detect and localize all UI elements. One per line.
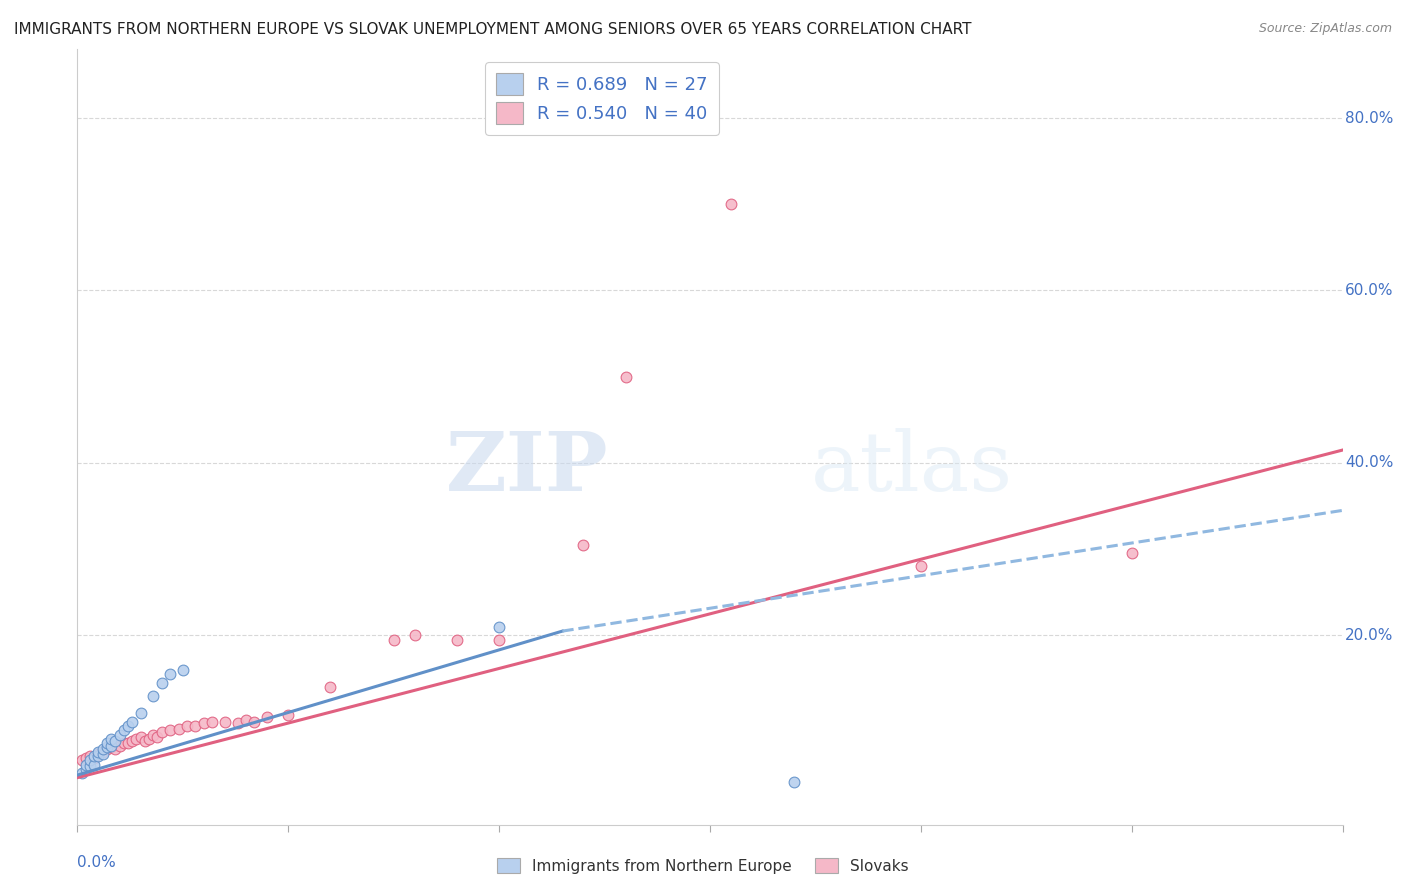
Point (125, 731, 148, 746)
Point (382, 632, 405, 647)
Point (256, 710, 278, 724)
Point (277, 707, 299, 722)
Point (404, 628, 426, 642)
Point (79, 749, 101, 764)
Point (79, 759, 101, 773)
Point (108, 728, 131, 742)
Text: Source: ZipAtlas.com: Source: ZipAtlas.com (1258, 22, 1392, 36)
Text: IMMIGRANTS FROM NORTHERN EUROPE VS SLOVAK UNEMPLOYMENT AMONG SENIORS OVER 65 YEA: IMMIGRANTS FROM NORTHERN EUROPE VS SLOVA… (14, 22, 972, 37)
Point (488, 620, 510, 634)
Point (214, 714, 236, 729)
Legend: Immigrants from Northern Europe, Slovaks: Immigrants from Northern Europe, Slovaks (491, 852, 915, 880)
Point (243, 714, 266, 729)
Point (75, 751, 97, 765)
Point (100, 740, 122, 755)
Point (87, 745, 110, 759)
Point (87, 747, 110, 762)
Point (91, 742, 114, 756)
Point (134, 733, 156, 747)
Point (96, 736, 118, 750)
Point (159, 667, 181, 681)
Point (235, 713, 257, 727)
Point (87, 749, 110, 764)
Point (193, 716, 215, 731)
Point (176, 719, 198, 733)
Point (1121, 546, 1143, 561)
Point (117, 719, 139, 733)
Point (172, 663, 194, 677)
Point (121, 733, 143, 747)
Point (138, 731, 160, 746)
Point (91, 745, 114, 759)
Point (226, 716, 249, 731)
Point (83, 749, 105, 764)
Legend: R = 0.689   N = 27, R = 0.540   N = 40: R = 0.689 N = 27, R = 0.540 N = 40 (485, 62, 718, 135)
Point (720, 197, 742, 211)
Point (117, 736, 139, 750)
Point (184, 719, 207, 733)
Point (150, 725, 173, 739)
Point (75, 757, 97, 772)
Point (150, 676, 173, 690)
Point (572, 538, 595, 552)
Point (112, 736, 135, 750)
Point (488, 632, 510, 647)
Text: 60.0%: 60.0% (1346, 283, 1393, 298)
Point (104, 733, 127, 747)
Point (910, 559, 932, 574)
Text: 40.0%: 40.0% (1346, 456, 1393, 470)
Point (96, 742, 118, 756)
Text: 0.0%: 0.0% (77, 855, 117, 870)
Point (142, 728, 165, 742)
Point (121, 714, 143, 729)
Text: 80.0%: 80.0% (1346, 111, 1393, 126)
Point (783, 775, 806, 789)
Point (146, 730, 169, 744)
Point (129, 706, 152, 720)
Point (167, 722, 190, 736)
Text: 20.0%: 20.0% (1346, 628, 1393, 643)
Point (79, 753, 101, 767)
Point (446, 632, 468, 647)
Text: atlas: atlas (811, 428, 1014, 508)
Point (319, 680, 342, 694)
Point (112, 723, 135, 738)
Point (104, 742, 127, 756)
Point (201, 714, 224, 729)
Point (70, 766, 93, 780)
Point (129, 730, 152, 744)
Text: ZIP: ZIP (446, 428, 609, 508)
Point (83, 751, 105, 765)
Point (100, 739, 122, 753)
Point (142, 689, 165, 703)
Point (83, 757, 105, 772)
Point (159, 723, 181, 738)
Point (614, 369, 637, 384)
Point (108, 739, 131, 753)
Point (96, 740, 118, 755)
Point (75, 762, 97, 776)
Point (91, 747, 114, 762)
Point (70, 753, 93, 767)
Point (100, 731, 122, 746)
